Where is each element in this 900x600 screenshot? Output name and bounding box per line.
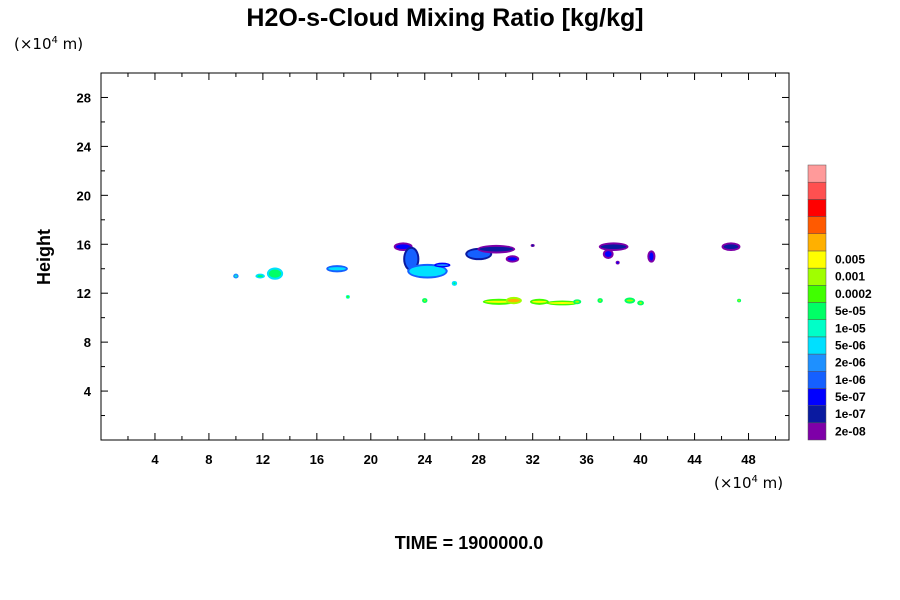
cloud-region [531,300,547,303]
colorbar-swatch [807,353,827,372]
x-tick-label: 8 [205,452,212,467]
x-axis-unit: (×104 m) [714,474,783,492]
colorbar-swatch [807,250,827,269]
cloud-field [233,242,742,306]
colorbar-swatch [807,164,827,183]
cloud-region [453,282,456,285]
y-axis-unit: (×104 m) [14,35,83,53]
colorbar-swatch [807,336,827,355]
colorbar-label: 0.005 [835,253,865,267]
x-tick-label: 20 [364,452,378,467]
colorbar: 2e-08 1e-07 5e-07 1e-06 2e-06 5e-06 1e-05 5e-05… [807,164,872,441]
x-tick-label: 40 [633,452,647,467]
colorbar-swatch [807,216,827,234]
colorbar-swatch [807,285,827,303]
colorbar-swatch [807,233,827,252]
x-tick-label: 44 [687,452,702,467]
x-tick-label: 36 [579,452,593,467]
colorbar-swatch [807,388,827,406]
colorbar-swatch [807,181,827,200]
colorbar-label: 5e-07 [835,390,866,404]
cloud-region [405,248,418,270]
colorbar-label: 5e-05 [835,304,866,318]
y-tick-label: 20 [77,188,91,203]
cloud-region [346,295,349,298]
colorbar-swatch [807,405,827,424]
x-tick-label: 28 [471,452,485,467]
colorbar-swatch [807,371,827,389]
cloud-region [548,301,577,304]
x-tick-label: 4 [151,452,159,467]
colorbar-label: 0.0002 [835,287,872,301]
cloud-region [395,244,411,249]
x-tick-label: 48 [741,452,755,467]
cloud-region [507,298,520,303]
plot-frame [100,72,790,441]
y-tick-label: 24 [77,139,92,154]
cloud-region [257,275,263,278]
x-tick-label: 12 [256,452,270,467]
y-axis-label: Height [34,229,54,285]
cloud-region [507,257,518,261]
cloud-region [626,299,634,302]
cloud-region [738,299,741,302]
x-tick-label: 16 [310,452,324,467]
cloud-region [616,261,619,264]
colorbar-swatch [807,319,827,338]
cloud-region [268,269,282,278]
colorbar-label: 2e-08 [835,424,866,438]
y-tick-label: 28 [77,90,91,105]
colorbar-label: 5e-06 [835,338,866,352]
cloud-region [531,244,534,247]
cloud-region [649,252,654,261]
cloud-region [409,265,446,277]
cloud-region [234,275,237,278]
colorbar-label: 1e-05 [835,321,866,335]
colorbar-label: 0.001 [835,270,865,284]
y-axis: 4 8 12 16 20 24 28 [77,72,789,417]
colorbar-swatch [807,422,827,441]
x-axis: 4 8 12 16 20 24 28 32 36 40 44 48 [127,73,777,467]
y-tick-label: 12 [77,286,91,301]
x-tick-label: 24 [418,452,433,467]
colorbar-swatch [807,302,827,320]
colorbar-label: 1e-06 [835,373,866,387]
colorbar-label: 2e-06 [835,356,866,370]
chart-title: H2O-s-Cloud Mixing Ratio [kg/kg] [246,4,643,32]
y-tick-label: 4 [84,384,92,399]
cloud-region [575,300,580,303]
cloud-region [604,251,612,257]
time-label: TIME = 1900000.0 [395,533,544,553]
cloud-region [423,299,426,302]
cloud-region [599,299,602,302]
colorbar-swatch [807,267,827,286]
cloud-region [639,301,642,304]
colorbar-swatch [807,199,827,217]
x-tick-label: 32 [525,452,539,467]
cloud-region [723,244,739,249]
cloud-region [328,267,346,271]
colorbar-label: 1e-07 [835,407,866,421]
cloud-region [600,244,627,249]
y-tick-label: 8 [84,335,91,350]
y-tick-label: 16 [77,237,91,252]
cloud-region [479,246,514,252]
cloud-region [436,264,449,267]
